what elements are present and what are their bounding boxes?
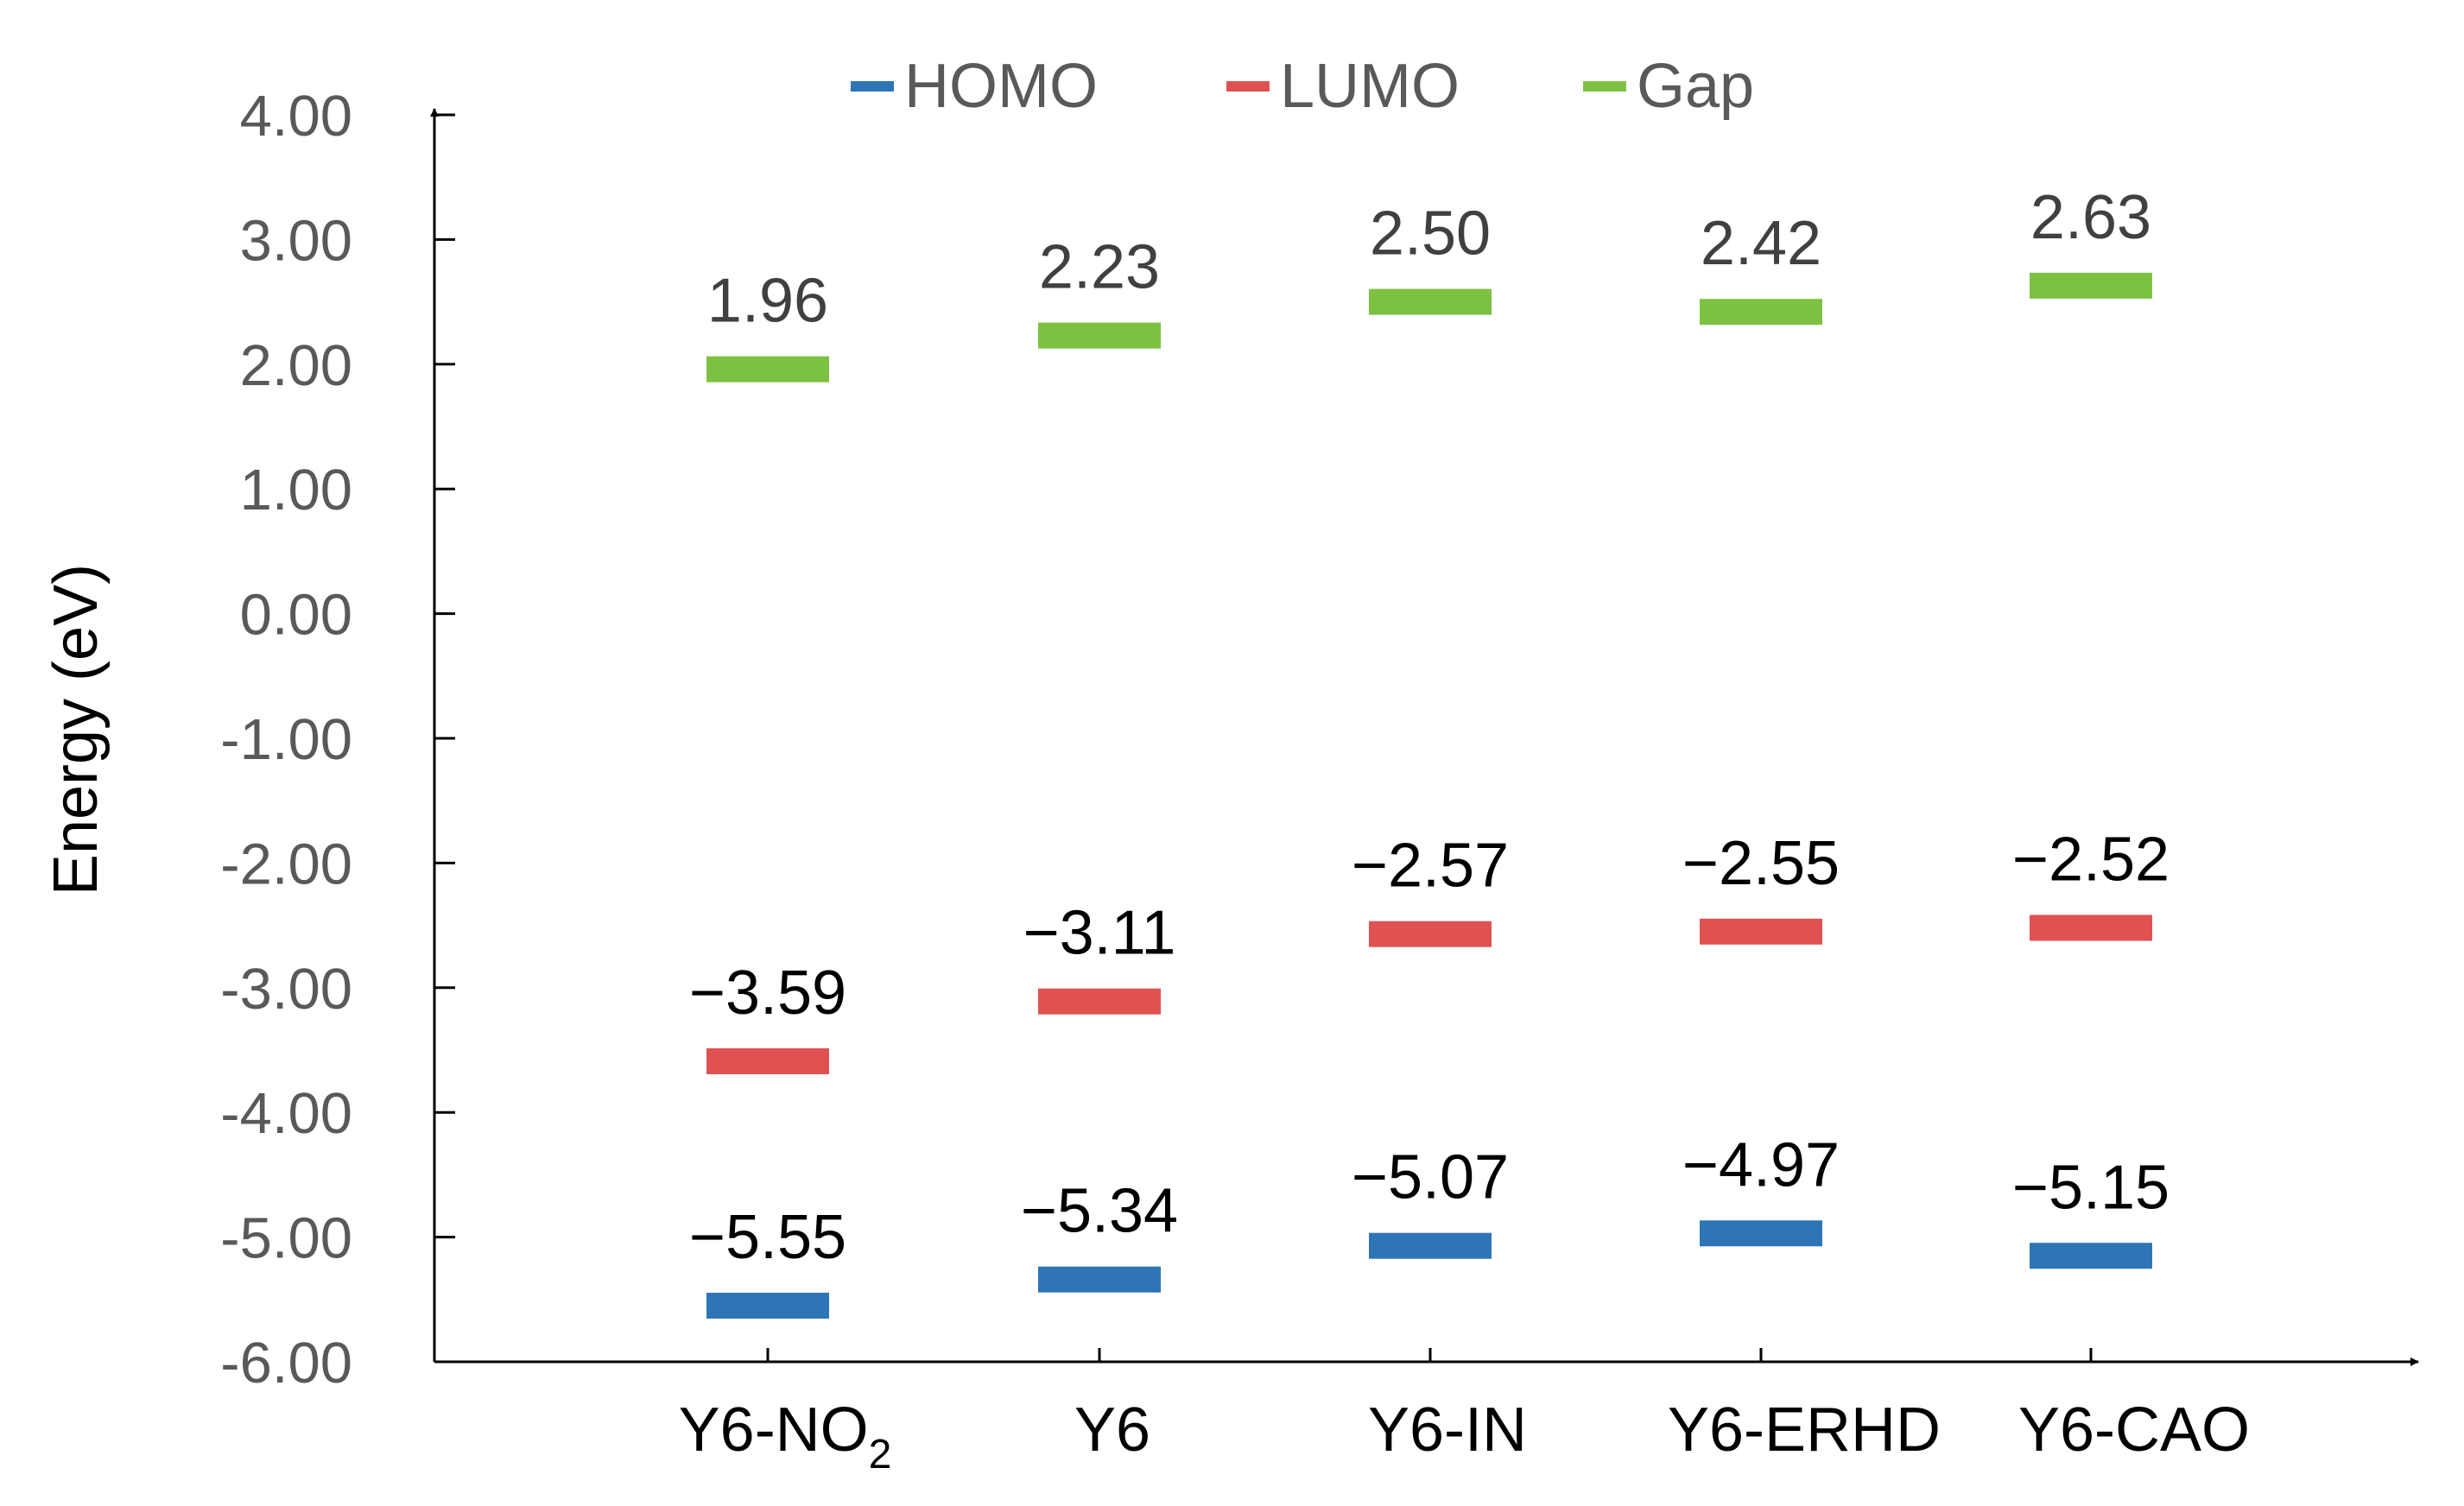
homo-data-label: −5.15 xyxy=(2012,1153,2169,1222)
gap-data-label: 2.23 xyxy=(1039,233,1160,302)
lumo-legend-label: LUMO xyxy=(1280,52,1460,121)
legend: HOMO LUMO Gap xyxy=(851,52,1754,121)
gap-level-mark xyxy=(1700,299,1822,326)
lumo-level-mark xyxy=(2030,914,2152,941)
homo-level-mark xyxy=(1369,1232,1492,1259)
y-tick-label: 1.00 xyxy=(240,458,352,522)
x-category-label: Y6-ERHD xyxy=(1668,1395,1941,1465)
y-tick-label: -4.00 xyxy=(220,1081,352,1146)
lumo-level-mark xyxy=(706,1047,829,1074)
gap-level-mark xyxy=(706,356,829,383)
gap-legend-label: Gap xyxy=(1637,52,1754,121)
lumo-data-label: −2.57 xyxy=(1352,832,1509,901)
y-tick-label: 0.00 xyxy=(240,583,352,648)
gap-level-mark xyxy=(2030,272,2152,299)
lumo-level-mark xyxy=(1369,921,1492,947)
gap-data-label: 1.96 xyxy=(707,267,828,336)
x-category-label: Y6-NO2 xyxy=(679,1395,892,1478)
gap-level-mark xyxy=(1369,288,1492,315)
y-tick-label: 3.00 xyxy=(240,208,352,273)
lumo-legend-swatch xyxy=(1226,81,1270,92)
gap-data-label: 2.42 xyxy=(1701,209,1821,278)
lumo-data-label: −2.55 xyxy=(1682,829,1840,898)
homo-legend-label: HOMO xyxy=(904,52,1098,121)
homo-data-label: −5.55 xyxy=(689,1203,846,1272)
lumo-data-label: −2.52 xyxy=(2012,825,2169,894)
lumo-level-mark xyxy=(1700,918,1822,945)
lumo-level-mark xyxy=(1038,988,1161,1015)
axes xyxy=(430,108,2419,1366)
y-tick-label: 4.00 xyxy=(240,84,352,149)
x-axis-ticks: Y6-NO2 Y6 Y6-IN Y6-ERHD Y6-CAO xyxy=(679,1348,2250,1478)
gap-legend-swatch xyxy=(1583,81,1626,92)
x-category-label: Y6 xyxy=(1074,1395,1150,1465)
y-tick-label: -5.00 xyxy=(220,1206,352,1271)
y-tick-label: -6.00 xyxy=(220,1331,352,1395)
gap-data-label: 2.50 xyxy=(1370,199,1491,269)
y-tick-label: -2.00 xyxy=(220,832,352,896)
gap-level-mark xyxy=(1038,322,1161,349)
x-category-subscript: 2 xyxy=(869,1432,892,1478)
y-tick-label: -1.00 xyxy=(220,707,352,772)
x-category-label: Y6-IN xyxy=(1368,1395,1527,1465)
homo-level-mark xyxy=(706,1293,829,1319)
x-category-label: Y6-CAO xyxy=(2018,1395,2250,1465)
homo-data-label: −5.34 xyxy=(1021,1177,1178,1246)
lumo-data-label: −3.59 xyxy=(689,959,846,1028)
y-axis-ticks: 4.00 3.00 2.00 1.00 0.00 -1.00 -2.00 -3.00 -4.00… xyxy=(220,84,455,1395)
data-marks xyxy=(706,272,2152,1319)
homo-legend-swatch xyxy=(851,81,894,92)
homo-data-label: −4.97 xyxy=(1682,1130,1840,1199)
data-labels: −5.55 −5.34 −5.07 −4.97 −5.15 −3.59 −3.11 −2.57… xyxy=(689,183,2169,1272)
homo-level-mark xyxy=(1038,1266,1161,1293)
gap-data-label: 2.63 xyxy=(2030,183,2151,252)
y-tick-label: -3.00 xyxy=(220,957,352,1022)
homo-level-mark xyxy=(1700,1220,1822,1247)
y-axis-title: Energy (eV) xyxy=(41,564,111,895)
lumo-data-label: −3.11 xyxy=(1023,899,1176,968)
y-tick-label: 2.00 xyxy=(240,333,352,398)
homo-level-mark xyxy=(2030,1243,2152,1269)
homo-data-label: −5.07 xyxy=(1352,1143,1509,1212)
